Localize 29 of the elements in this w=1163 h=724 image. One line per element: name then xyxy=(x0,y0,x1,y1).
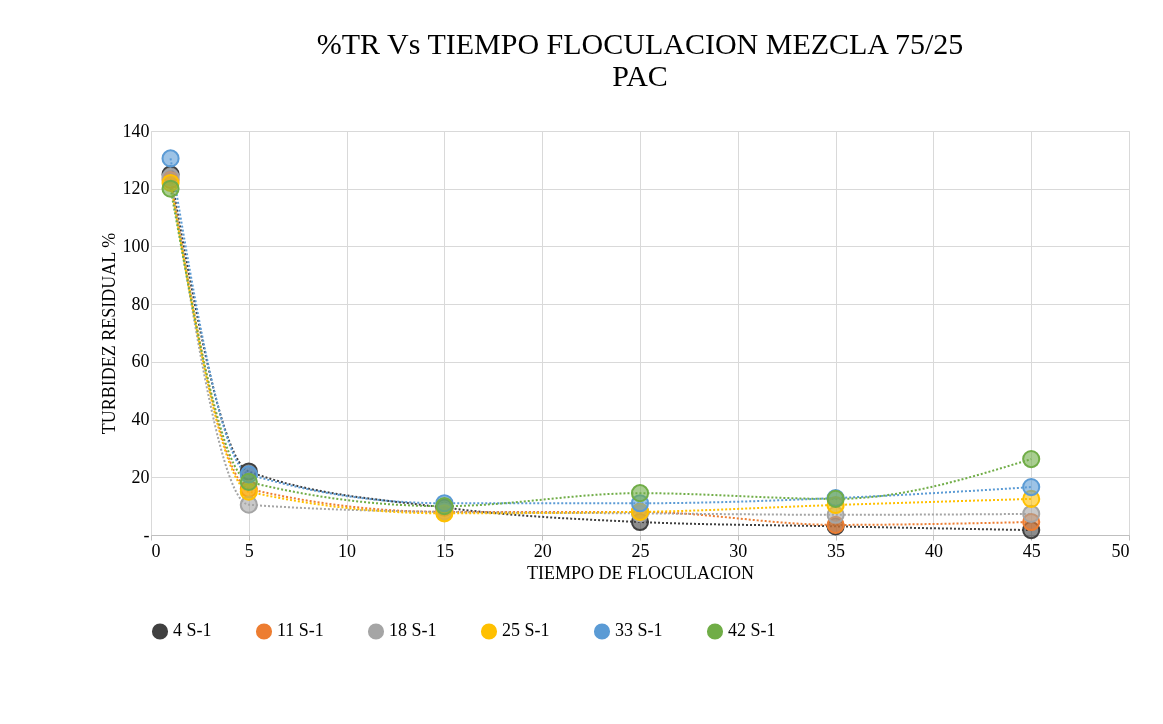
x-tick-label: 5 xyxy=(244,540,254,561)
x-tick-label: 35 xyxy=(827,540,846,561)
x-tick-label: 25 xyxy=(631,540,650,561)
y-tick-label: - xyxy=(143,524,150,545)
legend-label: 18 S-1 xyxy=(389,620,437,641)
x-tick-label: 45 xyxy=(1022,540,1041,561)
x-tick-label: 10 xyxy=(338,540,357,561)
x-tick-label: 30 xyxy=(729,540,748,561)
text: %TR Vs TIEMPO FLOCULACION MEZCLA 75/25 xyxy=(316,27,964,60)
legend-label: 11 S-1 xyxy=(277,620,324,641)
y-tick-label: 80 xyxy=(131,293,150,314)
x-tick-label: 50 xyxy=(1111,540,1130,561)
x-axis-title: TIEMPO DE FLOCULACION xyxy=(527,562,754,583)
legend-label: 4 S-1 xyxy=(173,620,212,641)
y-tick-label: 100 xyxy=(122,235,150,256)
y-tick-label: 60 xyxy=(131,351,150,372)
y-tick-label: 20 xyxy=(131,466,150,487)
text: PAC xyxy=(612,59,668,92)
x-tick-label: 0 xyxy=(151,540,161,561)
y-tick-label: 40 xyxy=(131,409,150,430)
x-tick-label: 20 xyxy=(533,540,552,561)
x-tick-label: 15 xyxy=(435,540,454,561)
x-tick-label: 40 xyxy=(924,540,943,561)
legend-label: 33 S-1 xyxy=(615,620,663,641)
y-tick-label: 140 xyxy=(122,120,150,141)
legend-label: 25 S-1 xyxy=(502,620,550,641)
y-axis-title: TURBIDEZ RESIDUAL % xyxy=(98,232,119,435)
legend-label: 42 S-1 xyxy=(728,620,776,641)
y-tick-label: 120 xyxy=(122,178,150,199)
